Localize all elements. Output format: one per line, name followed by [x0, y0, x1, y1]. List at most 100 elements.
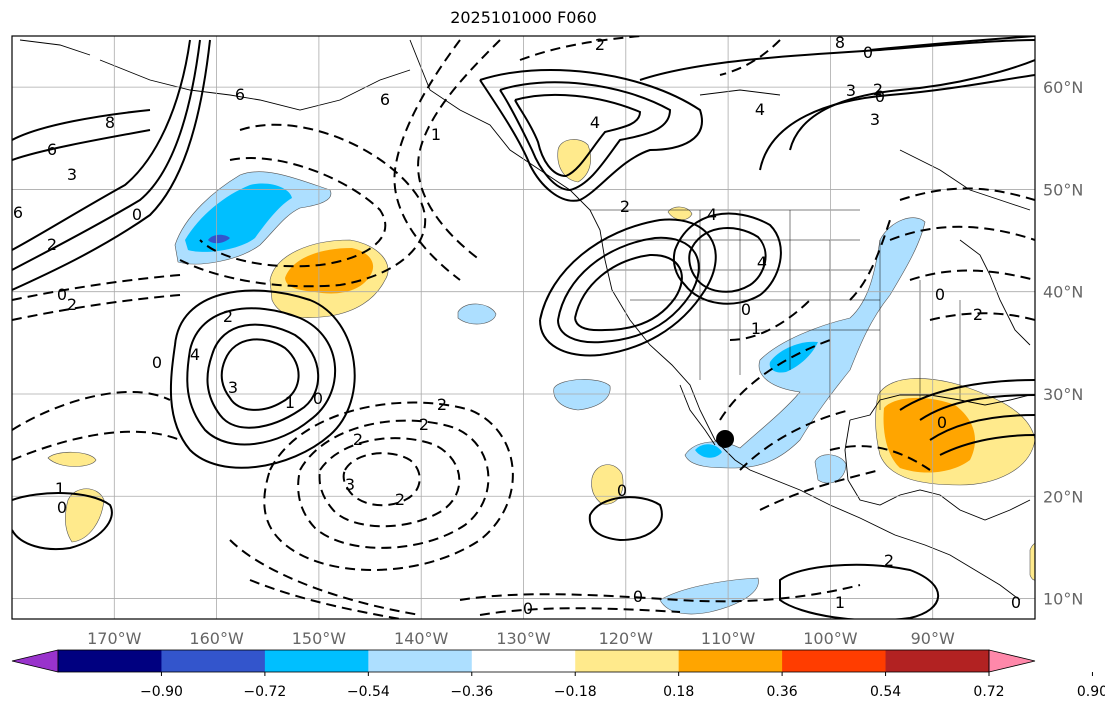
colorbar-outline [57, 649, 990, 673]
latitude-label: 30°N [1043, 385, 1083, 404]
contour-label: 0 [523, 599, 533, 618]
contour-label: 4 [757, 253, 767, 272]
contour-label: 4 [190, 345, 200, 364]
longitude-label: 140°W [394, 629, 449, 648]
contour-label: 4 [707, 205, 717, 224]
shading-positive-mid [883, 397, 975, 473]
longitude-label: 100°W [803, 629, 858, 648]
contour-label: 1 [285, 393, 295, 412]
contour-label: 6 [47, 140, 57, 159]
gridlines [12, 36, 1035, 619]
contour-label: 0 [152, 353, 162, 372]
contour-labels: 2642468324342320102686342222301020001201… [13, 35, 1021, 618]
colorbar-segment [471, 650, 576, 672]
shading-negative-small [553, 379, 611, 411]
contour-label: 8 [105, 113, 115, 132]
colorbar-tick-label: −0.90 [140, 684, 183, 700]
contour-label: 1 [55, 479, 65, 498]
contour-label: 2 [884, 551, 894, 570]
longitude-labels: 170°W 160°W 150°W 140°W 130°W 120°W 110°W 100°W… [87, 629, 955, 648]
contour-lines [12, 36, 1035, 619]
contour-label: 2 [353, 430, 363, 449]
contour-label: 2 [620, 197, 630, 216]
longitude-label: 90°W [911, 629, 955, 648]
shading-negative-small [457, 303, 497, 325]
colorbar-segment [575, 650, 680, 672]
colorbar-tick-label: −0.36 [450, 684, 493, 700]
contour-label: 2 [395, 490, 405, 509]
longitude-label: 160°W [189, 629, 244, 648]
shaded-field-layer [47, 139, 1035, 615]
contour-label: 6 [380, 90, 390, 109]
contour-label: 3 [345, 475, 355, 494]
contour-label: 2 [419, 415, 429, 434]
shading-negative-dark [208, 234, 230, 244]
contour-label: 0 [633, 587, 643, 606]
latitude-label: 20°N [1043, 487, 1083, 506]
contour-label: 1 [835, 593, 845, 612]
contour-label: 0 [741, 300, 751, 319]
latitude-labels: 60°N 50°N 40°N 30°N 20°N 10°N [1043, 78, 1083, 608]
contour-label: 0 [937, 413, 947, 432]
shading-positive-small [65, 488, 105, 543]
contour-label: 0 [863, 43, 873, 62]
latitude-label: 50°N [1043, 180, 1083, 199]
map-title: 2025101000 F060 [450, 8, 597, 27]
contour-label: 2 [47, 235, 57, 254]
colorbar-tick-labels: −0.90 −0.72 −0.54 −0.36 −0.18 0.18 0.36 0.54 0.7… [140, 672, 1105, 700]
contour-label: 4 [755, 100, 765, 119]
colorbar-tick-label: −0.72 [243, 684, 286, 700]
contour-label: 3 [67, 165, 77, 184]
longitude-label: 110°W [701, 629, 756, 648]
colorbar-segment [782, 650, 887, 672]
contour-label: 0 [1011, 593, 1021, 612]
colorbar-tick-label: 0.18 [663, 684, 694, 700]
shading-positive-small [47, 451, 97, 467]
contour-label: 0 [132, 205, 142, 224]
contour-label: 3 [846, 81, 856, 100]
colorbar-segment [368, 650, 473, 672]
contour-label: 0 [617, 481, 627, 500]
contour-label: 3 [228, 378, 238, 397]
contour-label: 2 [595, 35, 605, 54]
shading-negative-mid [185, 183, 292, 252]
contour-label: 2 [973, 305, 983, 324]
longitude-label: 170°W [87, 629, 142, 648]
latitude-label: 40°N [1043, 283, 1083, 302]
longitude-label: 120°W [599, 629, 654, 648]
contour-label: 4 [590, 113, 600, 132]
dashed-contours [12, 36, 1035, 619]
map-frame [11, 35, 1036, 620]
point-marker [716, 429, 735, 448]
contour-label: 0 [57, 498, 67, 517]
colorbar-segment [678, 650, 783, 672]
colorbar-extend-high [988, 649, 1036, 673]
colorbar-segment [885, 650, 990, 672]
latitude-label: 10°N [1043, 590, 1083, 609]
colorbar-tick-label: 0.36 [767, 684, 798, 700]
contour-label: 0 [313, 389, 323, 408]
colorbar-tick-label: 0.72 [973, 684, 1004, 700]
colorbar-segment [264, 650, 369, 672]
shading-positive-small [557, 139, 591, 183]
contour-label: 2 [437, 395, 447, 414]
contour-label: 0 [935, 285, 945, 304]
latitude-label: 60°N [1043, 78, 1083, 97]
contour-label: 1 [431, 125, 441, 144]
shading-negative-small [659, 577, 759, 615]
contour-label: 2 [67, 295, 77, 314]
colorbar [11, 649, 1036, 673]
colorbar-extend-low [11, 649, 59, 673]
colorbar-segment [58, 650, 162, 672]
shading-positive-small [1029, 543, 1035, 581]
colorbar-tick-label: 0.90 [1077, 684, 1105, 700]
solid-contours [12, 36, 1035, 619]
contour-label: 0 [57, 285, 67, 304]
longitude-label: 130°W [496, 629, 551, 648]
colorbar-tick-label: −0.54 [347, 684, 390, 700]
colorbar-segment [161, 650, 266, 672]
shading-negative-mid [695, 444, 722, 458]
contour-label: 6 [13, 203, 23, 222]
contour-label: 0 [875, 87, 885, 106]
